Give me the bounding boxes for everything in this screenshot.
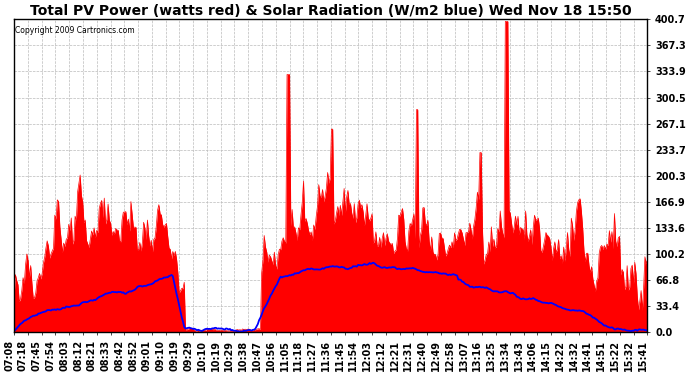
Title: Total PV Power (watts red) & Solar Radiation (W/m2 blue) Wed Nov 18 15:50: Total PV Power (watts red) & Solar Radia… xyxy=(30,4,631,18)
Text: Copyright 2009 Cartronics.com: Copyright 2009 Cartronics.com xyxy=(15,26,135,34)
